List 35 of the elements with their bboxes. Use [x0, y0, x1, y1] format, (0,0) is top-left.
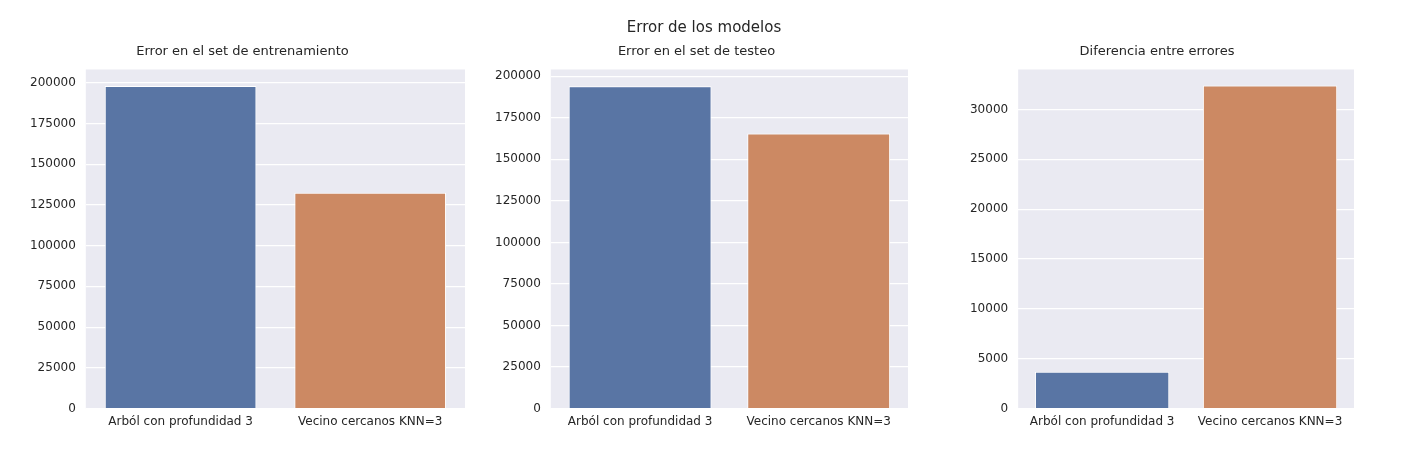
chart-title: Diferencia entre errores — [1079, 43, 1235, 59]
y-tick-label: 125000 — [30, 197, 76, 211]
y-tick-label: 175000 — [495, 109, 541, 124]
y-tick-label: 150000 — [495, 151, 541, 166]
y-tick-label: 150000 — [30, 156, 76, 171]
text: Error de los modelos — [625, 18, 783, 36]
y-tick-label: 25000 — [37, 359, 76, 374]
y-tick-label: 125000 — [495, 193, 541, 207]
y-tick-label: 200000 — [30, 74, 76, 89]
x-tick-label: Arból con profundidad 3 — [567, 413, 713, 428]
x-tick-label: Arból con profundidad 3 — [1029, 413, 1175, 428]
y-tick-label: 50000 — [37, 319, 76, 334]
y-tick-label: 25000 — [969, 151, 1009, 166]
y-tick-label: 175000 — [30, 115, 76, 130]
y-tick-label: 30000 — [969, 101, 1009, 116]
y-tick-label: 15000 — [969, 251, 1009, 266]
y-tick-label: 50000 — [502, 317, 541, 332]
chart-title: Error en el set de entrenamiento — [136, 43, 349, 59]
y-tick-label: 75000 — [502, 276, 541, 291]
y-tick-label: 25000 — [502, 359, 541, 374]
y-tick-label: 20000 — [969, 201, 1009, 216]
x-tick-label: Arból con profundidad 3 — [108, 413, 253, 428]
y-tick-label: 100000 — [30, 237, 76, 252]
y-tick-label: 100000 — [495, 234, 541, 249]
y-tick-label: 5000 — [977, 350, 1009, 365]
x-tick-label: Vecino cercanos KNN=3 — [1197, 413, 1343, 428]
y-tick-label: 0 — [533, 400, 541, 415]
y-tick-label: 75000 — [37, 278, 76, 293]
x-tick-label: Vecino cercanos KNN=3 — [746, 413, 891, 428]
chart-title: Error en el set de testeo — [617, 43, 776, 59]
x-tick-label: Vecino cercanos KNN=3 — [297, 413, 443, 428]
y-tick-label: 0 — [68, 400, 76, 415]
y-tick-label: 10000 — [969, 301, 1009, 316]
y-tick-label: 200000 — [495, 68, 541, 83]
y-tick-label: 0 — [1000, 400, 1009, 415]
